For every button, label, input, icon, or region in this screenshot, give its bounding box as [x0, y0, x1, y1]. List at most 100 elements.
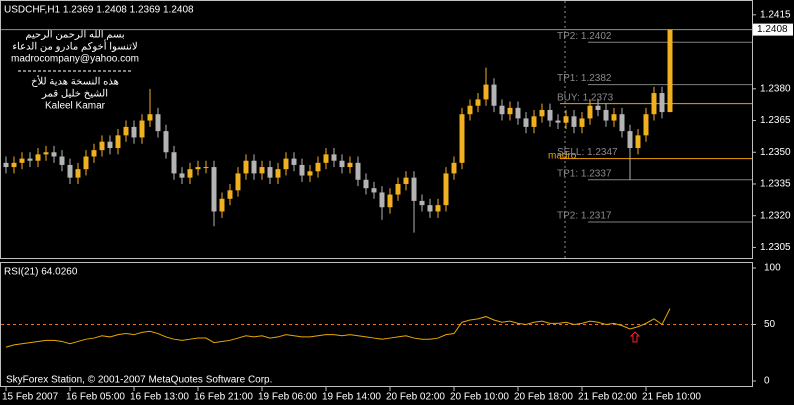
candle-body [187, 169, 193, 178]
candle-body [667, 29, 673, 113]
candle-body [267, 167, 273, 178]
rsi-title: RSI(21) 64.0260 [4, 267, 78, 278]
candle-body [507, 107, 513, 115]
x-tick-label: 16 Feb 21:00 [194, 392, 253, 403]
candle-body [619, 114, 625, 132]
candle-body [307, 171, 313, 176]
candle-body [459, 114, 465, 163]
y-tick-label: 0 [764, 376, 770, 387]
note: لاتنسوا أخوكم مادرو من الدعاء [12, 40, 137, 53]
candle-body [435, 205, 441, 212]
candle-body [419, 200, 425, 206]
candle-body [491, 84, 497, 106]
note: Kaleel Kamar [45, 101, 106, 112]
candle-body [467, 105, 473, 115]
candle-body [531, 116, 537, 127]
candle-body [339, 160, 345, 168]
main-panel [0, 0, 753, 259]
candle-body [411, 177, 417, 201]
candle-body [571, 116, 577, 127]
candle-body [635, 135, 641, 149]
candle-body [651, 93, 657, 115]
x-tick-label: 16 Feb 13:00 [130, 392, 189, 403]
candle-body [227, 190, 233, 199]
y-tick-label: 1.2335 [760, 179, 791, 190]
candle-body [539, 109, 545, 117]
y-tick-label: 100 [764, 263, 781, 274]
candle-body [403, 177, 409, 184]
x-tick-label: 21 Feb 02:00 [578, 392, 637, 403]
candle-body [195, 167, 201, 170]
candle-body [243, 160, 249, 174]
candle-body [219, 198, 225, 212]
candle-body [299, 164, 305, 176]
candle-body [3, 162, 9, 168]
candle-body [579, 118, 585, 127]
candle-body [139, 120, 145, 138]
candle-body [75, 169, 81, 178]
x-tick-label: 20 Feb 18:00 [514, 392, 573, 403]
y-tick-label: 50 [764, 319, 776, 330]
candle-body [259, 167, 265, 174]
candle-body [515, 107, 521, 119]
x-tick-label: 19 Feb 06:00 [258, 392, 317, 403]
candle-body [363, 179, 369, 189]
candle-body [627, 131, 633, 149]
candle-body [355, 162, 361, 180]
x-tick-label: 21 Feb 10:00 [642, 392, 701, 403]
x-tick-label: 20 Feb 10:00 [450, 392, 509, 403]
candle-body [611, 114, 617, 121]
arrow-icon [629, 331, 641, 343]
candle-body [427, 205, 433, 212]
candle-body [523, 118, 529, 127]
note: هذه النسخة هدية للأخ [31, 76, 119, 88]
candle-body [147, 114, 153, 121]
candle-body [547, 109, 553, 121]
candle-body [563, 116, 569, 123]
x-tick-label: 16 Feb 05:00 [66, 392, 125, 403]
candle-body [115, 135, 121, 149]
note: madrocompany@yahoo.com [11, 54, 139, 65]
candle-body [179, 173, 185, 178]
y-tick-label: 1.2365 [760, 115, 791, 126]
level-label: BUY: 1.2373 [557, 92, 614, 103]
footer: SkyForex Station, © 2001-2007 MetaQuotes… [6, 375, 272, 386]
candle-body [443, 173, 449, 206]
x-tick-label: 20 Feb 02:00 [386, 392, 445, 403]
x-tick-label: 19 Feb 14:00 [322, 392, 381, 403]
note: بسم الله الرحمن الرحيم [25, 30, 124, 41]
candle-body [59, 156, 65, 165]
rsi-line [5, 308, 671, 348]
note: الشيخ خليل قمر [41, 89, 108, 100]
candle-body [555, 120, 561, 123]
chart-title: USDCHF,H1 1.2369 1.2408 1.2369 1.2408 [4, 5, 194, 16]
candle-body [99, 141, 105, 151]
candle-body [107, 141, 113, 149]
y-tick-label: 1.2320 [760, 210, 791, 221]
candle-body [35, 154, 41, 161]
candle-body [43, 152, 49, 155]
candle-body [67, 164, 73, 178]
bid-label: 1.2408 [757, 24, 788, 35]
y-tick-label: 1.2380 [760, 83, 791, 94]
candle-body [155, 114, 161, 132]
level-label: TP1: 1.2337 [557, 168, 612, 179]
candle-body [387, 194, 393, 208]
candle-body [283, 158, 289, 170]
candle-body [323, 154, 329, 163]
level-label: TP2: 1.2317 [557, 211, 612, 222]
y-tick-label: 1.2350 [760, 147, 791, 158]
marker-label: madro [548, 151, 577, 162]
candle-body [171, 152, 177, 174]
candle-body [451, 162, 457, 174]
candle-body [475, 99, 481, 106]
candle-body [163, 131, 169, 153]
x-tick-label: 15 Feb 2007 [2, 392, 59, 403]
candle-body [211, 167, 217, 212]
candle-body [123, 126, 129, 136]
candle-body [131, 126, 137, 138]
level-label: TP1: 1.2382 [557, 73, 612, 84]
candle-body [379, 192, 385, 208]
